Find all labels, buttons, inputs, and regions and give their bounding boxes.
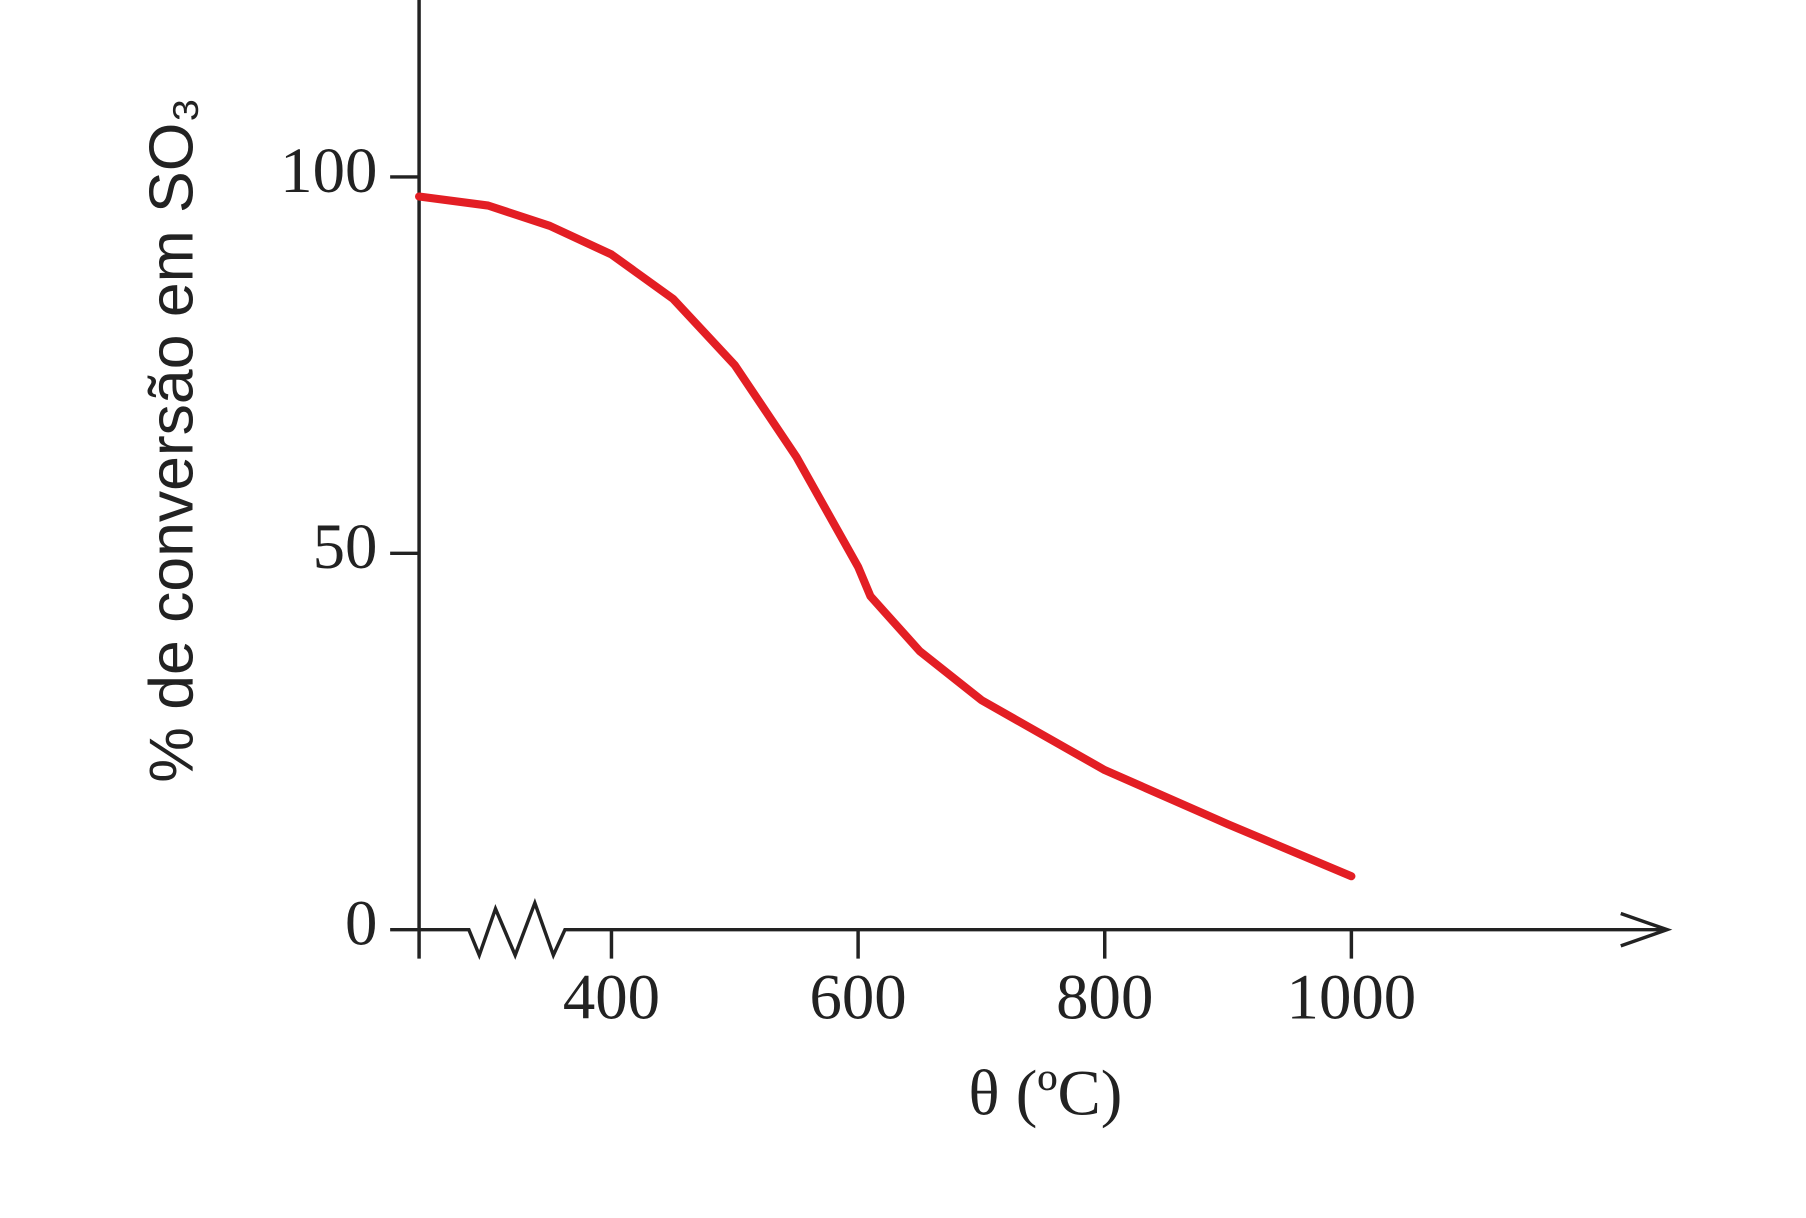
data-line [415, 192, 1356, 881]
x-axis-title: θ (ºC) [969, 1058, 1123, 1130]
y-axis-title: % de conversão em SO₃ [136, 97, 206, 783]
y-tick-label: 0 [345, 888, 377, 960]
x-tick-label: 400 [563, 962, 660, 1034]
y-tick-label: 100 [280, 135, 377, 207]
y-tick-label: 50 [313, 511, 378, 583]
x-tick-label: 600 [809, 962, 906, 1034]
x-tick-label: 1000 [1287, 962, 1417, 1034]
x-axis-arrow [1620, 911, 1673, 948]
x-tick-label: 800 [1056, 962, 1153, 1034]
x-axis [419, 898, 1668, 961]
